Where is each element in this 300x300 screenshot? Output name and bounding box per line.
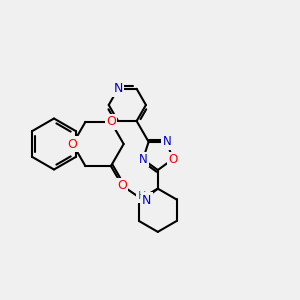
Text: O: O xyxy=(168,153,177,166)
Text: N: N xyxy=(139,153,147,166)
Text: O: O xyxy=(117,179,127,192)
Text: N: N xyxy=(113,82,123,95)
Text: H: H xyxy=(137,191,146,202)
Text: O: O xyxy=(68,137,78,151)
Text: N: N xyxy=(142,194,152,207)
Text: O: O xyxy=(106,116,116,128)
Text: N: N xyxy=(163,135,171,148)
